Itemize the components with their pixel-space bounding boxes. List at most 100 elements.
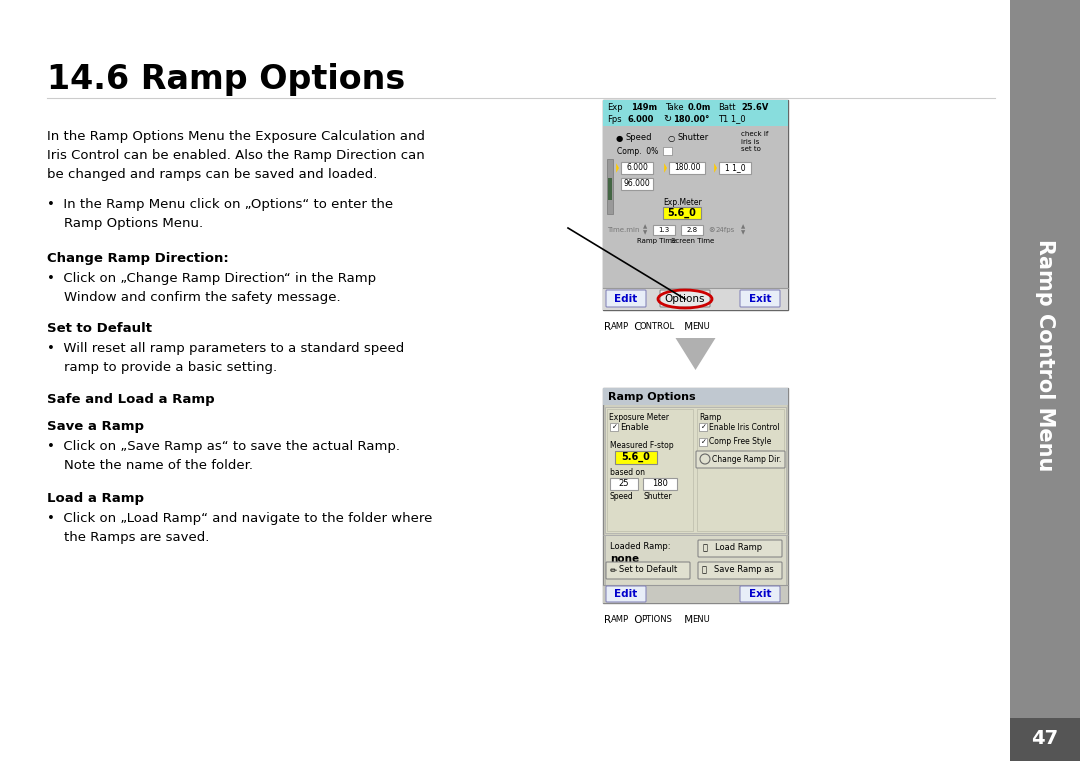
FancyBboxPatch shape (696, 451, 785, 468)
FancyBboxPatch shape (719, 162, 751, 174)
Text: ▼: ▼ (643, 231, 647, 235)
FancyBboxPatch shape (698, 562, 782, 579)
Text: In the Ramp Options Menu the Exposure Calculation and
Iris Control can be enable: In the Ramp Options Menu the Exposure Ca… (48, 130, 426, 181)
Text: 25: 25 (619, 479, 630, 489)
Text: 180.00: 180.00 (674, 164, 700, 173)
FancyBboxPatch shape (663, 207, 701, 219)
Text: ○: ○ (667, 133, 675, 142)
Text: Screen Time: Screen Time (672, 238, 715, 244)
Text: PTIONS: PTIONS (642, 615, 672, 624)
Text: 6.000: 6.000 (627, 114, 653, 123)
Text: Time.min: Time.min (607, 227, 639, 233)
Text: Shutter: Shutter (677, 133, 708, 142)
Text: ●: ● (616, 133, 623, 142)
Text: O: O (631, 615, 643, 625)
Text: Enable Iris Control: Enable Iris Control (708, 422, 780, 431)
Text: Change Ramp Dir.: Change Ramp Dir. (712, 454, 781, 463)
Text: Set to Default: Set to Default (48, 322, 152, 335)
Text: ⊗: ⊗ (708, 225, 714, 234)
FancyBboxPatch shape (1010, 718, 1080, 761)
Text: ONTROL: ONTROL (640, 322, 675, 331)
Text: ▼: ▼ (741, 231, 745, 235)
FancyBboxPatch shape (603, 388, 788, 603)
Text: ✏: ✏ (610, 565, 617, 575)
Polygon shape (675, 338, 715, 370)
Text: Exit: Exit (748, 589, 771, 599)
Text: 1.3: 1.3 (659, 227, 670, 233)
Text: Change Ramp Direction:: Change Ramp Direction: (48, 252, 229, 265)
FancyBboxPatch shape (699, 423, 707, 431)
Text: 6.000: 6.000 (626, 164, 648, 173)
Text: 14.6 Ramp Options: 14.6 Ramp Options (48, 63, 405, 97)
Text: 47: 47 (1031, 730, 1058, 749)
Text: ▲: ▲ (741, 224, 745, 230)
Text: ✓: ✓ (701, 424, 707, 430)
Text: Ramp Time: Ramp Time (637, 238, 677, 244)
Text: 180.00°: 180.00° (673, 114, 710, 123)
Text: ▲: ▲ (643, 224, 647, 230)
Text: •  In the Ramp Menu click on „Options“ to enter the
    Ramp Options Menu.: • In the Ramp Menu click on „Options“ to… (48, 198, 393, 230)
Text: 25.6V: 25.6V (741, 103, 768, 112)
Text: C: C (631, 322, 642, 332)
Text: none: none (610, 554, 639, 564)
FancyBboxPatch shape (653, 225, 675, 235)
Text: 1 1_0: 1 1_0 (725, 164, 745, 173)
Text: •  Click on „Save Ramp as“ to save the actual Ramp.
    Note the name of the fol: • Click on „Save Ramp as“ to save the ac… (48, 440, 400, 472)
FancyBboxPatch shape (603, 585, 788, 603)
Text: 5.6_0: 5.6_0 (667, 208, 697, 218)
Text: ↻: ↻ (663, 114, 671, 124)
Text: based on: based on (610, 468, 645, 477)
FancyBboxPatch shape (607, 409, 693, 531)
Text: 5.6_0: 5.6_0 (622, 452, 650, 462)
Text: 96.000: 96.000 (623, 180, 650, 189)
FancyBboxPatch shape (621, 162, 653, 174)
Text: 180: 180 (652, 479, 667, 489)
FancyBboxPatch shape (603, 126, 788, 288)
Text: Save Ramp as: Save Ramp as (714, 565, 773, 575)
FancyBboxPatch shape (681, 225, 703, 235)
Text: Save a Ramp: Save a Ramp (48, 420, 144, 433)
Text: check if
iris is
set to: check if iris is set to (741, 131, 768, 152)
FancyBboxPatch shape (605, 407, 786, 533)
Text: T1 1_0: T1 1_0 (718, 114, 745, 123)
FancyBboxPatch shape (606, 562, 690, 579)
Text: •  Click on „Load Ramp“ and navigate to the folder where
    the Ramps are saved: • Click on „Load Ramp“ and navigate to t… (48, 512, 432, 544)
Text: 💾: 💾 (702, 565, 707, 575)
Text: 149m: 149m (631, 103, 657, 112)
Text: Safe and Load a Ramp: Safe and Load a Ramp (48, 393, 215, 406)
Text: Edit: Edit (615, 589, 637, 599)
Text: Speed: Speed (625, 133, 651, 142)
Text: Take: Take (665, 103, 684, 112)
FancyBboxPatch shape (610, 423, 618, 431)
Text: AMP: AMP (611, 322, 630, 331)
Text: Load a Ramp: Load a Ramp (48, 492, 144, 505)
Text: Comp.  0%: Comp. 0% (617, 148, 658, 157)
FancyBboxPatch shape (669, 162, 705, 174)
Text: Options: Options (665, 294, 705, 304)
Text: 24fps: 24fps (716, 227, 735, 233)
Text: Ramp: Ramp (699, 413, 721, 422)
Text: ✓: ✓ (701, 439, 707, 445)
FancyBboxPatch shape (603, 288, 788, 310)
FancyBboxPatch shape (607, 159, 613, 214)
FancyBboxPatch shape (603, 100, 788, 126)
Polygon shape (664, 163, 667, 173)
FancyBboxPatch shape (697, 409, 784, 531)
Text: 📂: 📂 (703, 543, 708, 552)
FancyBboxPatch shape (606, 586, 646, 602)
Text: Exit: Exit (748, 294, 771, 304)
FancyBboxPatch shape (605, 535, 786, 585)
FancyBboxPatch shape (621, 178, 653, 190)
FancyBboxPatch shape (699, 438, 707, 446)
FancyBboxPatch shape (660, 290, 710, 307)
Text: •  Click on „Change Ramp Direction“ in the Ramp
    Window and confirm the safet: • Click on „Change Ramp Direction“ in th… (48, 272, 376, 304)
FancyBboxPatch shape (643, 478, 677, 490)
Text: AMP: AMP (611, 615, 630, 624)
FancyBboxPatch shape (740, 290, 780, 307)
Text: Speed: Speed (610, 492, 634, 501)
FancyBboxPatch shape (610, 478, 638, 490)
Text: Batt: Batt (718, 103, 735, 112)
Text: Exp: Exp (607, 103, 623, 112)
Text: Ramp Options: Ramp Options (608, 391, 696, 402)
Text: •  Will reset all ramp parameters to a standard speed
    ramp to provide a basi: • Will reset all ramp parameters to a st… (48, 342, 404, 374)
